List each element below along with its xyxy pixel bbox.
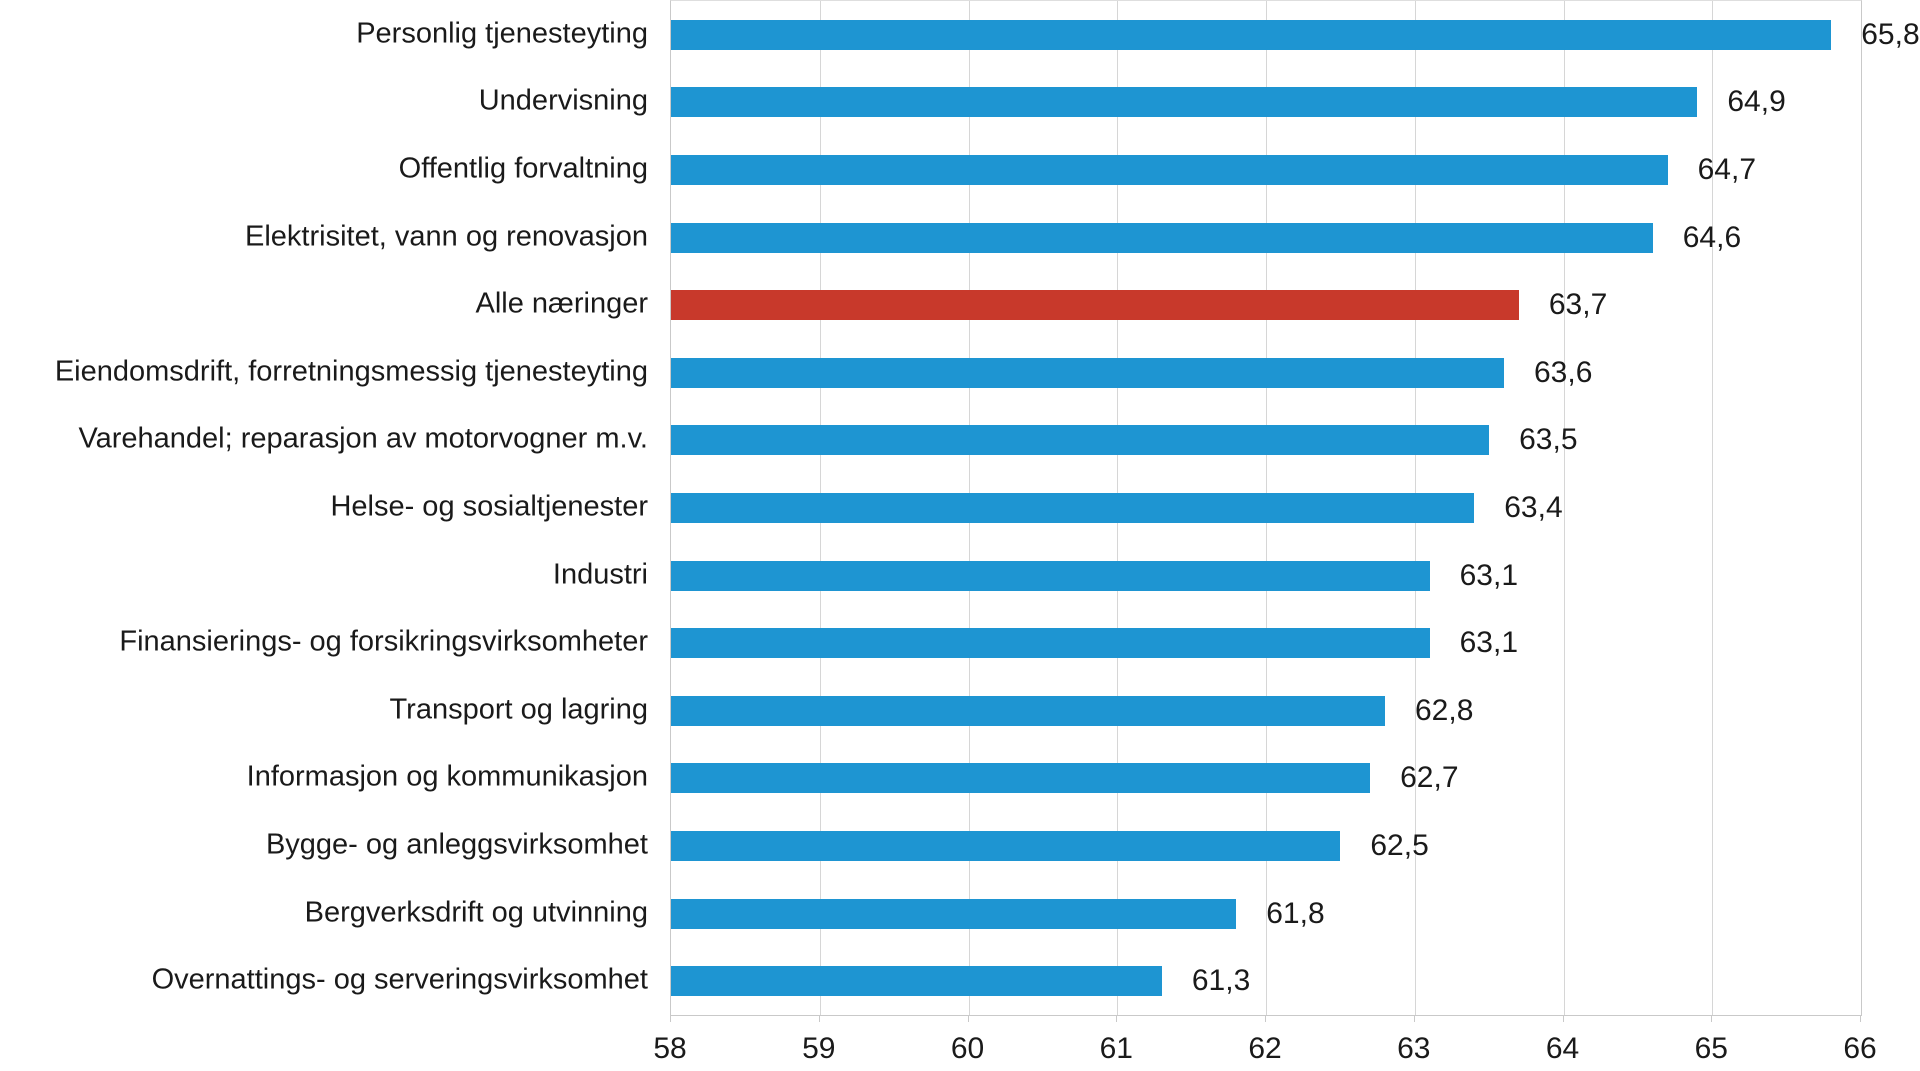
value-label: 63,6 [1534,355,1593,389]
value-label: 64,7 [1697,153,1757,186]
category-label: Industri [552,558,648,591]
category-label: Helse- og sosialtjenester [330,490,648,523]
bar [671,628,1430,659]
category-label: Alle næringer [475,287,648,320]
tick-mark [1860,1015,1861,1022]
value-label: 62,8 [1415,693,1474,727]
category-label: Informasjon og kommunikasjon [246,760,648,793]
x-axis-tick-label: 63 [1397,1032,1431,1065]
x-axis-tick-label: 62 [1248,1032,1282,1065]
bar [671,695,1385,726]
value-label: 64,9 [1727,85,1786,119]
bar [671,155,1668,185]
bar [671,763,1371,794]
x-axis-tick-label: 60 [950,1032,985,1065]
x-axis-tick-label: 58 [653,1032,687,1065]
category-label: Personlig tjenesteyting [356,17,648,50]
category-label: Bergverksdrift og utvinning [304,896,648,929]
gridline [1712,1,1714,1015]
category-label: Undervisning [478,84,648,117]
x-axis-tick-label: 64 [1545,1032,1580,1065]
bar [671,357,1504,388]
x-axis-tick-label: 59 [802,1032,836,1065]
value-label: 65,8 [1861,17,1920,51]
value-label: 64,6 [1682,220,1742,254]
value-label: 62,5 [1370,829,1429,862]
value-label: 63,1 [1459,558,1519,592]
bar [671,425,1490,456]
bar [671,966,1162,997]
value-label: 63,5 [1519,423,1578,457]
bar [671,222,1653,253]
bar [671,560,1430,591]
value-label: 63,7 [1548,288,1608,322]
x-axis-tick-label: 65 [1694,1032,1728,1065]
category-label: Overnattings- og serveringsvirksomhet [151,963,648,996]
category-labels: Personlig tjenesteyting Undervisning Offen… [0,0,648,1014]
value-label: 63,1 [1459,626,1519,660]
value-label: 61,8 [1266,896,1325,930]
x-axis-tick-label: 66 [1843,1032,1877,1065]
gridline [1563,1,1565,1015]
category-label: Eiendomsdrift, forretningsmessig tjenest… [54,355,648,388]
category-label: Offentlig forvaltning [398,152,648,185]
category-label: Bygge- og anleggsvirksomhet [265,828,648,861]
tick-mark [670,1015,671,1022]
tick-mark [1562,1015,1564,1022]
tick-mark [1116,1015,1118,1022]
bar [671,493,1475,523]
tick-mark [967,1015,969,1022]
value-label: 61,3 [1191,964,1251,998]
tick-mark [1711,1015,1713,1022]
x-axis-tick-label: 61 [1099,1032,1133,1065]
tick-mark [1413,1015,1415,1022]
bar-highlight [671,290,1519,321]
bar [671,898,1237,929]
bar [671,831,1341,861]
category-label: Varehandel; reparasjon av motorvogner m.… [78,422,648,455]
category-label: Finansierings- og forsikringsvirksomhete… [119,625,648,658]
value-label: 62,7 [1400,761,1459,795]
bar [671,87,1698,118]
plot-area: 65,8 64,9 64,7 64,6 63,7 63,6 63,5 63,4 63,1 63,1… [670,0,1920,1016]
value-label: 63,4 [1504,491,1563,524]
bar [671,19,1832,50]
tick-mark [1265,1015,1266,1022]
tick-mark [818,1015,820,1022]
category-label: Transport og lagring [389,693,648,726]
category-label: Elektrisitet, vann og renovasjon [245,220,648,253]
